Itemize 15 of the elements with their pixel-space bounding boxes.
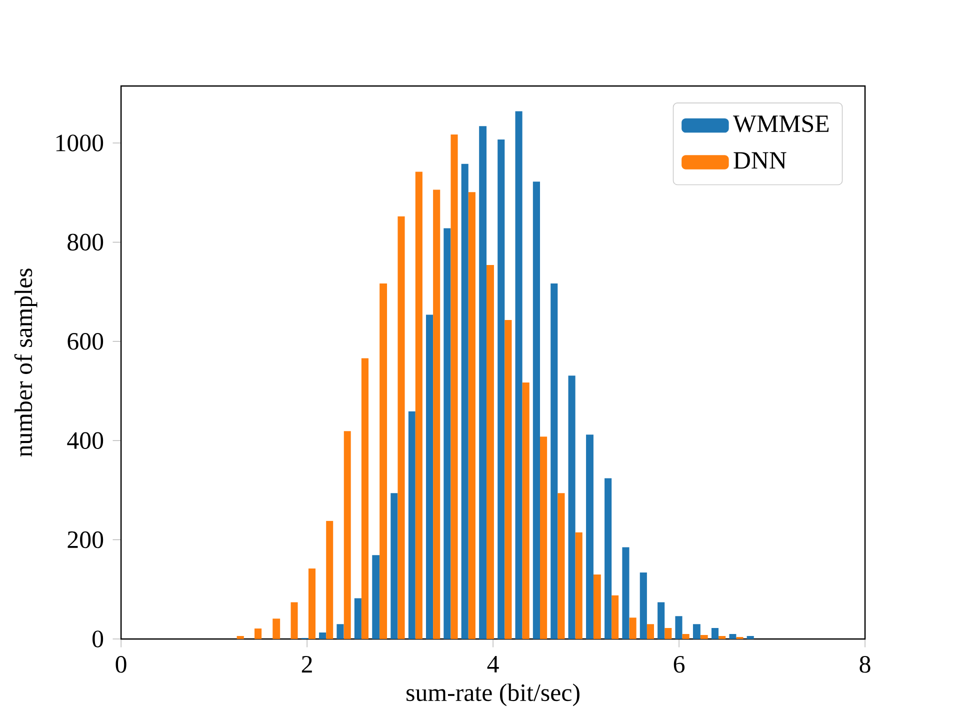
x-tick-label: 4 <box>487 656 499 672</box>
legend-label: DNN <box>734 152 786 169</box>
y-tick-label: 400 <box>67 432 104 449</box>
y-tick-label: 0 <box>92 630 104 648</box>
y-tick-label: 600 <box>68 333 104 350</box>
x-tick-label: 6 <box>674 656 685 673</box>
x-tick-label: 0 <box>116 656 126 673</box>
y-tick-label: 200 <box>68 531 104 548</box>
y-axis-title: number of samples <box>14 268 38 457</box>
legend-label: WMMSE <box>733 115 829 132</box>
y-tick-label: 1000 <box>56 134 104 152</box>
x-axis-title: sum-rate (bit/sec) <box>406 684 580 706</box>
x-tick-label: 8 <box>860 656 870 673</box>
x-tick-label: 2 <box>302 656 312 673</box>
y-tick-label: 800 <box>68 234 104 251</box>
